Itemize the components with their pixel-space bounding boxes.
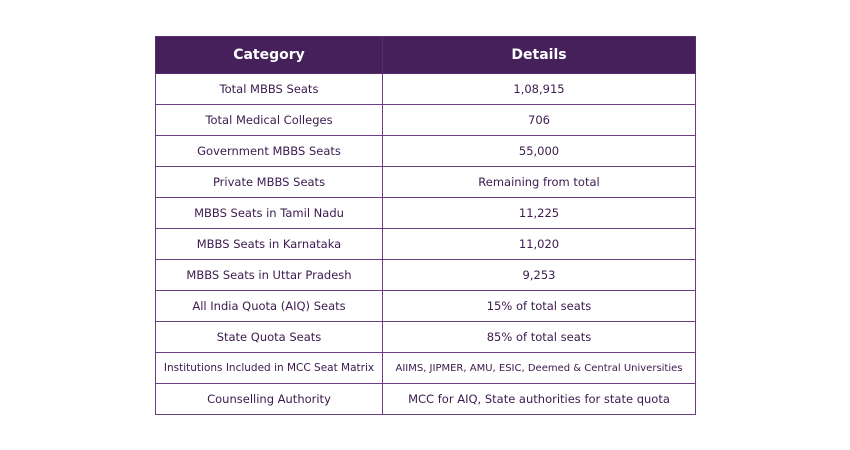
table-row: Total Medical Colleges 706 xyxy=(155,104,696,136)
table-row: All India Quota (AIQ) Seats 15% of total… xyxy=(155,290,696,322)
table-row: MBBS Seats in Uttar Pradesh 9,253 xyxy=(155,259,696,291)
category-cell: MBBS Seats in Tamil Nadu xyxy=(155,197,383,229)
header-category: Category xyxy=(155,36,383,74)
header-details: Details xyxy=(382,36,696,74)
category-cell: Government MBBS Seats xyxy=(155,135,383,167)
table-row: Total MBBS Seats 1,08,915 xyxy=(155,73,696,105)
details-cell: AIIMS, JIPMER, AMU, ESIC, Deemed & Centr… xyxy=(382,352,696,384)
table-row: Counselling Authority MCC for AIQ, State… xyxy=(155,383,696,415)
table-row: Private MBBS Seats Remaining from total xyxy=(155,166,696,198)
details-cell: 9,253 xyxy=(382,259,696,291)
details-cell: 11,020 xyxy=(382,228,696,260)
category-cell: Total MBBS Seats xyxy=(155,73,383,105)
category-cell: Private MBBS Seats xyxy=(155,166,383,198)
table-row: MBBS Seats in Tamil Nadu 11,225 xyxy=(155,197,696,229)
category-cell: Institutions Included in MCC Seat Matrix xyxy=(155,352,383,384)
category-cell: Counselling Authority xyxy=(155,383,383,415)
details-cell: 85% of total seats xyxy=(382,321,696,353)
table-row: Institutions Included in MCC Seat Matrix… xyxy=(155,352,696,384)
details-cell: 706 xyxy=(382,104,696,136)
details-cell: 55,000 xyxy=(382,135,696,167)
details-cell: 11,225 xyxy=(382,197,696,229)
table-row: State Quota Seats 85% of total seats xyxy=(155,321,696,353)
header-row: Category Details xyxy=(155,36,696,74)
category-cell: Total Medical Colleges xyxy=(155,104,383,136)
category-cell: State Quota Seats xyxy=(155,321,383,353)
table-header: Category Details xyxy=(155,36,696,74)
category-cell: MBBS Seats in Karnataka xyxy=(155,228,383,260)
table-body: Total MBBS Seats 1,08,915 Total Medical … xyxy=(155,73,696,415)
category-cell: MBBS Seats in Uttar Pradesh xyxy=(155,259,383,291)
category-cell: All India Quota (AIQ) Seats xyxy=(155,290,383,322)
table-row: MBBS Seats in Karnataka 11,020 xyxy=(155,228,696,260)
mbbs-seats-table-container: Category Details Total MBBS Seats 1,08,9… xyxy=(155,36,696,415)
details-cell: Remaining from total xyxy=(382,166,696,198)
mbbs-seats-table: Category Details Total MBBS Seats 1,08,9… xyxy=(155,36,696,415)
details-cell: 1,08,915 xyxy=(382,73,696,105)
table-row: Government MBBS Seats 55,000 xyxy=(155,135,696,167)
details-cell: MCC for AIQ, State authorities for state… xyxy=(382,383,696,415)
details-cell: 15% of total seats xyxy=(382,290,696,322)
